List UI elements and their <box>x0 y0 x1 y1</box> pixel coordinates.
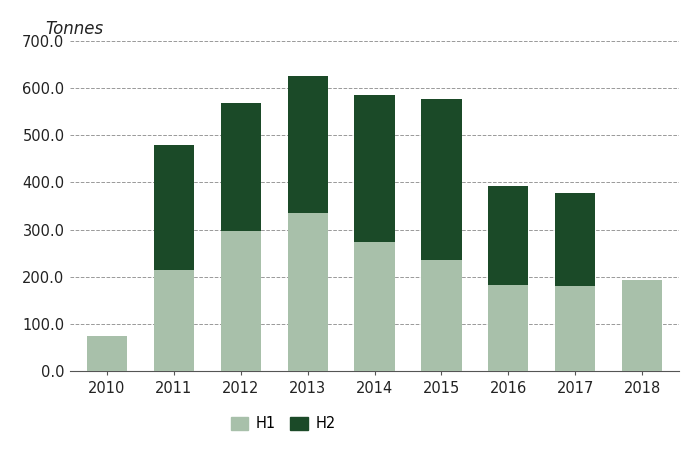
Bar <box>421 260 461 371</box>
Bar <box>288 213 328 371</box>
Bar <box>354 242 395 371</box>
Bar <box>489 285 528 371</box>
Bar <box>555 286 595 371</box>
Bar <box>555 193 595 286</box>
Bar <box>154 145 194 270</box>
Text: Tonnes: Tonnes <box>46 20 104 39</box>
Bar <box>87 336 127 371</box>
Legend: H1, H2: H1, H2 <box>225 410 342 437</box>
Bar <box>622 280 662 371</box>
Bar <box>354 95 395 242</box>
Bar <box>154 270 194 371</box>
Bar <box>489 186 528 285</box>
Bar <box>421 99 461 260</box>
Bar <box>220 231 260 371</box>
Bar <box>220 103 260 231</box>
Bar <box>288 76 328 213</box>
